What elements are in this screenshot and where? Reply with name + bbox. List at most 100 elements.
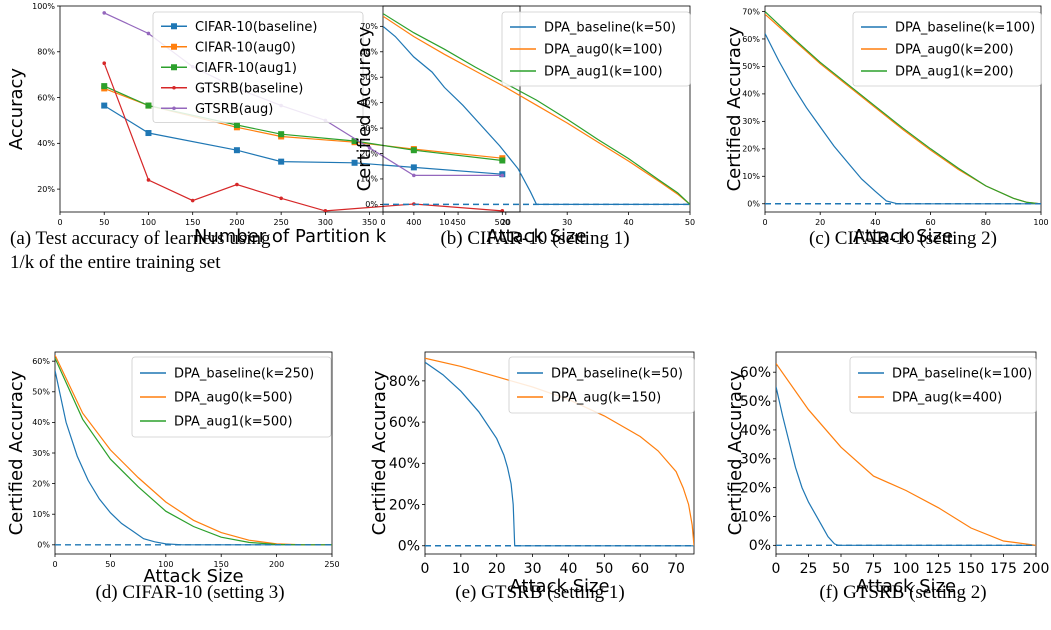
data-point	[190, 198, 195, 203]
y-tick-label: 30%	[742, 117, 760, 126]
data-point	[323, 209, 328, 212]
y-tick-label: 60%	[389, 415, 420, 431]
legend-label-0: DPA_baseline(k=100)	[892, 367, 1032, 382]
data-point	[351, 138, 358, 145]
plot-frame	[382, 5, 691, 213]
legend-label-1: DPA_aug0(k=500)	[174, 391, 293, 406]
panel-caption: (d) CIFAR-10 (setting 3)	[95, 582, 284, 603]
x-tick-label: 200	[1023, 561, 1050, 577]
legend-label-2: DPA_aug1(k=500)	[174, 415, 293, 430]
y-tick-label: 40%	[37, 139, 55, 148]
y-tick-label: 20%	[32, 479, 50, 488]
data-layer	[765, 11, 1041, 205]
data-point	[233, 122, 240, 129]
y-tick-label: 20%	[389, 497, 420, 513]
panel-f: 0 25 50 75 100 125 150 175 200 0% 10% 20% 30% 40% 50% 6…	[725, 351, 1050, 603]
x-tick-label: 400	[406, 218, 421, 227]
x-axis-label: Attack Size	[486, 226, 586, 247]
x-tick-label: 150	[185, 218, 200, 227]
x-tick-label: 40	[870, 218, 880, 227]
x-tick-label: 40	[624, 218, 634, 227]
y-tick-label: 0%	[37, 541, 50, 550]
legend-label-4: GTSRB(aug)	[195, 102, 273, 117]
x-tick-label: 125	[925, 561, 952, 577]
data-layer	[383, 13, 690, 206]
y-tick-label: 70%	[742, 7, 760, 16]
legend-box	[852, 11, 1042, 87]
y-tick-label: 0%	[398, 539, 420, 555]
series-line-0	[765, 33, 1041, 205]
y-tick-label: 80%	[37, 48, 55, 57]
x-tick-label: 0	[57, 218, 62, 227]
panel-c: 0 20 40 60 80 100 0% 10% 20% 30% 40% 50% 60% 70% Attac…	[724, 5, 1049, 249]
x-tick-label: 60	[926, 218, 936, 227]
x-tick-label: 10	[452, 561, 470, 577]
x-tick-label: 0	[772, 561, 781, 577]
panel-caption: (f) GTSRB (setting 2)	[819, 582, 986, 603]
legend-box	[508, 356, 695, 414]
y-tick-label: 50%	[32, 388, 50, 397]
x-tick-label: 50	[99, 218, 109, 227]
y-tick-label: 10%	[360, 175, 378, 184]
data-point	[412, 173, 416, 178]
y-tick-label: 40%	[389, 456, 420, 472]
legend-label-0: DPA_baseline(k=50)	[551, 367, 683, 382]
legend-label-1: DPA_aug0(k=100)	[544, 43, 663, 58]
data-point	[102, 61, 107, 66]
y-tick-label: 60%	[37, 93, 55, 102]
legend-label-0: DPA_baseline(k=250)	[174, 367, 314, 382]
y-axis-label: Certified Accuracy	[724, 26, 745, 191]
x-tick-label: 100	[893, 561, 920, 577]
y-tick-label: 0%	[749, 538, 771, 554]
legend-label-0: DPA_baseline(k=50)	[544, 21, 676, 36]
x-tick-label: 60	[631, 561, 649, 577]
series-line-0	[383, 25, 690, 205]
data-point	[235, 182, 239, 187]
y-tick-label: 60%	[32, 357, 50, 366]
x-tick-label: 100	[141, 218, 156, 227]
y-tick-label: 20%	[37, 185, 55, 194]
panel-a: 0 50 100 150 200 250 300 350 400 450 50020%40%60%8…	[6, 2, 521, 273]
panel-caption: (c) CIFAR-10 (setting 2)	[809, 228, 997, 249]
y-tick-label: 10%	[742, 172, 760, 181]
series-line-2	[765, 11, 1041, 205]
legend-label-2: DPA_aug1(k=200)	[895, 65, 1014, 80]
data-point	[367, 146, 372, 150]
x-tick-label: 10	[439, 218, 449, 227]
x-tick-label: 0	[52, 560, 57, 569]
data-point	[102, 11, 107, 15]
series-line-2	[383, 13, 690, 205]
y-axis-label: Certified Accuracy	[6, 370, 27, 535]
data-point	[500, 209, 505, 212]
x-tick-label: 175	[990, 561, 1017, 577]
panel-e: 0 10 20 30 40 50 60 70 0% 20% 40% 60% 80% Attack Size…	[369, 351, 695, 603]
panel-d: 0 50 100 150 200 250 0% 10% 20% 30% 40% 50% 60% Attac…	[6, 351, 340, 603]
y-tick-label: 60%	[360, 48, 378, 57]
panel-caption: (e) GTSRB (setting 1)	[455, 582, 624, 603]
legend-box	[501, 11, 691, 87]
data-point	[145, 102, 152, 109]
y-tick-label: 40%	[742, 90, 760, 99]
x-tick-label: 200	[229, 218, 244, 227]
y-tick-label: 20%	[360, 149, 378, 158]
data-point	[146, 178, 151, 182]
x-axis-label: Attack Size	[856, 576, 956, 597]
x-axis-label: Attack Size	[853, 226, 953, 247]
x-tick-label: 300	[318, 218, 333, 227]
y-tick-label: 30%	[740, 452, 771, 468]
x-tick-label: 0	[762, 218, 767, 227]
series-line-0	[425, 361, 694, 547]
y-tick-label: 60%	[740, 365, 771, 381]
data-layer	[55, 354, 332, 546]
legend-label-1: DPA_aug0(k=200)	[895, 43, 1014, 58]
legend-label-2: DPA_aug1(k=100)	[544, 65, 663, 80]
x-tick-label: 50	[595, 561, 613, 577]
series-line-0	[776, 386, 1036, 546]
legend-label-2: CIAFR-10(aug1)	[195, 61, 297, 76]
series-line-0	[55, 370, 332, 546]
y-tick-label: 80%	[389, 374, 420, 390]
legend-label-3: GTSRB(baseline)	[195, 81, 303, 96]
y-tick-label: 20%	[742, 145, 760, 154]
data-point	[278, 131, 285, 138]
